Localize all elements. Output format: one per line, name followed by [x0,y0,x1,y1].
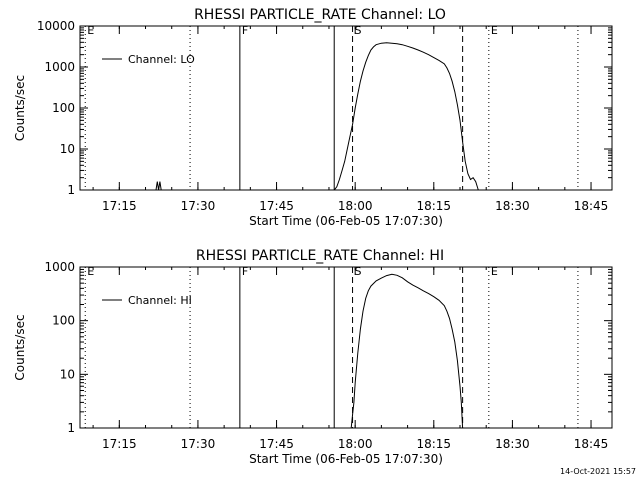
marker-label: F [242,24,248,37]
x-tick-label: 17:30 [181,199,216,213]
marker-label: E [87,24,94,37]
x-tick-label: 18:30 [495,199,530,213]
x-tick-label: 17:45 [259,199,294,213]
plot-frame [79,266,613,429]
x-tick-label: 17:15 [102,437,137,451]
x-tick-label: 17:30 [181,437,216,451]
marker-label: E [491,24,498,37]
y-tick-label: 1000 [44,60,75,74]
y-tick-label: 10000 [37,19,75,33]
chart-title: RHESSI PARTICLE_RATE Channel: LO [194,7,446,23]
x-tick-label: 18:15 [416,199,451,213]
x-tick-label: 17:15 [102,199,137,213]
series-line [155,181,162,191]
y-tick-label: 1 [67,421,75,435]
x-tick-label: 18:00 [338,437,373,451]
series-line [333,42,479,191]
x-tick-label: 18:15 [416,437,451,451]
legend-label: Channel: HI [128,294,192,307]
x-tick-label: 18:00 [338,199,373,213]
x-tick-label: 18:30 [495,437,530,451]
y-tick-label: 100 [52,101,75,115]
chart-title: RHESSI PARTICLE_RATE Channel: HI [196,248,444,264]
y-tick-label: 100 [52,314,75,328]
x-tick-label: 18:45 [574,437,609,451]
y-tick-label: 1 [67,183,75,197]
y-axis-label: Counts/sec [13,75,27,141]
y-axis-label: Counts/sec [13,314,27,380]
marker-label: F [242,265,248,278]
x-axis-label: Start Time (06-Feb-05 17:07:30) [249,452,443,466]
series-line [350,273,464,429]
y-tick-label: 10 [60,142,75,156]
marker-label: S [355,24,362,37]
y-tick-label: 1000 [44,260,75,274]
marker-label: S [355,265,362,278]
plot-frame [79,25,613,191]
x-axis-label: Start Time (06-Feb-05 17:07:30) [249,214,443,228]
y-tick-label: 10 [60,367,75,381]
x-tick-label: 18:45 [574,199,609,213]
footer-timestamp: 14-Oct-2021 15:57 [560,467,636,476]
legend-label: Channel: LO [128,53,195,66]
marker-label: E [87,265,94,278]
x-tick-label: 17:45 [259,437,294,451]
marker-label: E [491,265,498,278]
